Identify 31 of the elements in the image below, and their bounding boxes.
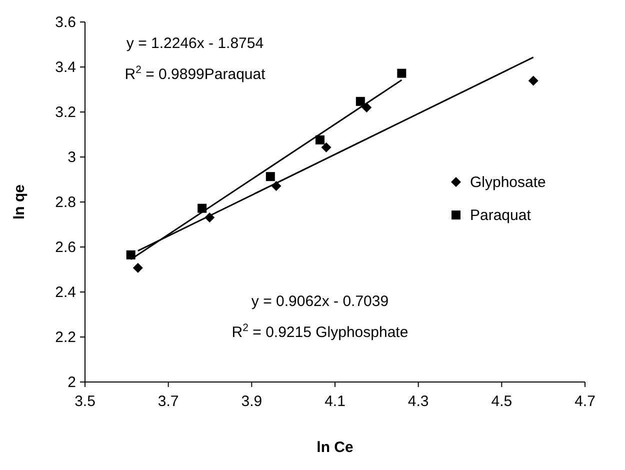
y-tick-label: 3.6	[55, 14, 76, 31]
y-tick-label: 3.4	[55, 59, 76, 76]
legend-label: Paraquat	[470, 207, 532, 224]
y-tick-label: 2.2	[55, 329, 76, 346]
point	[126, 250, 136, 260]
point	[266, 172, 275, 182]
y-axis-title: ln qe	[11, 184, 28, 220]
x-tick-label: 4.5	[491, 393, 512, 410]
point	[316, 135, 324, 144]
x-tick-label: 3.9	[241, 393, 262, 410]
x-tick-label: 4.7	[574, 393, 596, 410]
y-tick-label: 2.8	[55, 194, 76, 211]
y-tick-label: 2	[68, 374, 76, 391]
y-tick-label: 3	[68, 149, 76, 166]
annotation: y = 0.9062x - 0.7039 R$^{2}$ = 0.9215 Glyphosphate	[232, 293, 408, 341]
point	[397, 68, 406, 78]
point	[528, 76, 538, 86]
x-axis-title: ln Ce	[316, 439, 354, 456]
y-tick-label: 2.6	[55, 239, 76, 256]
point	[356, 96, 365, 106]
x-tick-label: 4.3	[408, 393, 429, 410]
x-tick-label: 3.5	[74, 393, 96, 410]
annotation: y = 1.2246x - 1.8754 R$^{2}$ = 0.9899Paraquat	[124, 35, 266, 83]
y-tick-label: 3.2	[55, 104, 76, 121]
legend-label: Glyphosate	[470, 174, 546, 191]
x-tick-label: 4.1	[324, 393, 346, 410]
x-tick-label: 3.7	[158, 393, 179, 410]
point	[321, 142, 332, 152]
point	[362, 102, 372, 112]
point	[132, 262, 143, 273]
y-tick-label: 2.4	[55, 284, 76, 301]
